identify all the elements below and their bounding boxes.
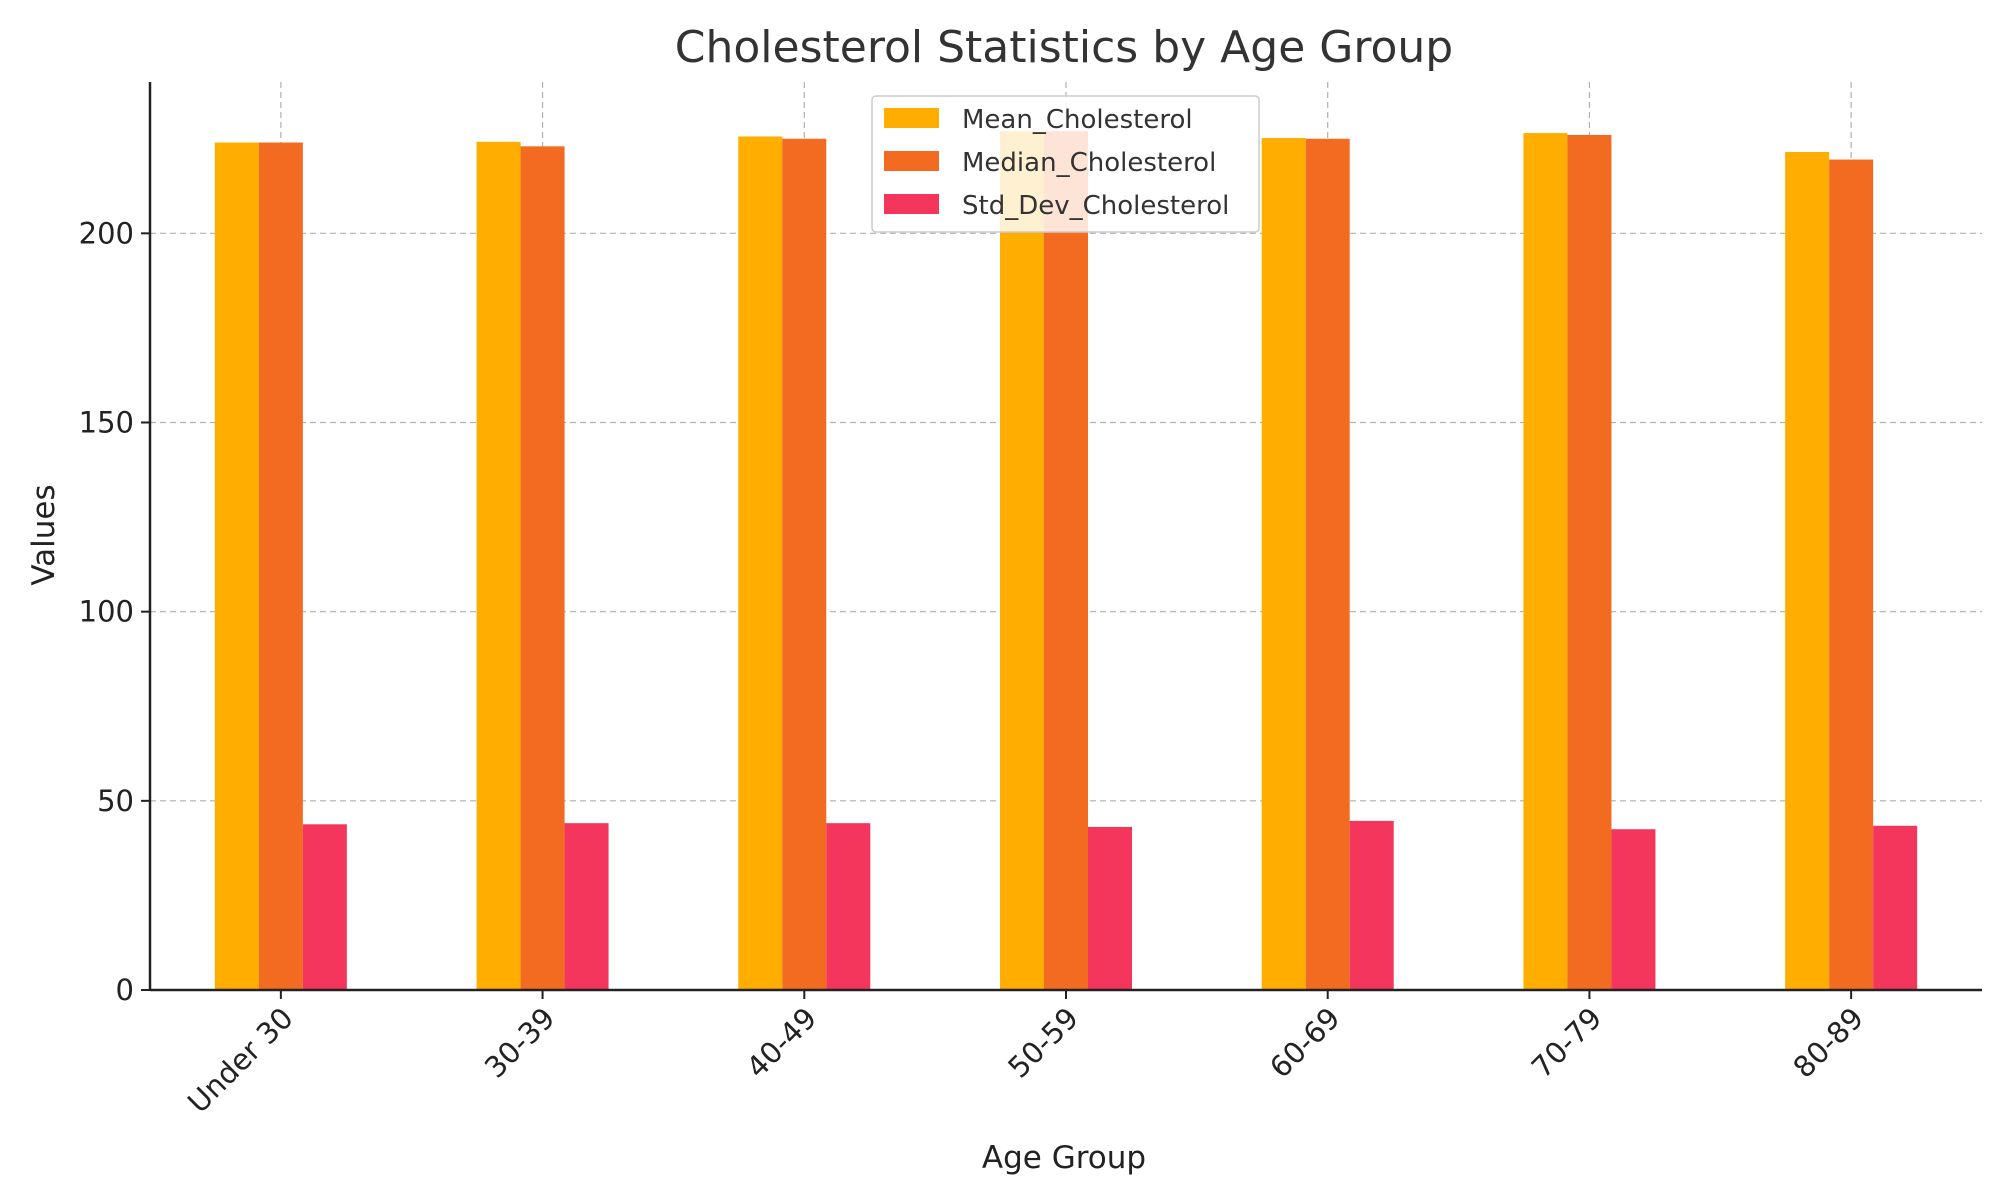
bar-median (258, 142, 303, 991)
bar-std-dev (302, 824, 347, 990)
bar-median (1829, 159, 1874, 990)
y-tick-label: 0 (116, 973, 134, 1007)
legend-label-std-dev: Std_Dev_Cholesterol (962, 191, 1229, 221)
bar-median (782, 138, 827, 990)
y-tick-label: 150 (79, 406, 134, 440)
bar-std-dev (564, 823, 609, 990)
x-tick-label: 30-39 (478, 1001, 562, 1085)
chart-title: Cholesterol Statistics by Age Group (675, 22, 1453, 73)
x-tick-label: 80-89 (1786, 1001, 1870, 1085)
y-axis-label: Values (26, 484, 62, 585)
bar-median (1305, 138, 1350, 990)
x-tick-label: 60-69 (1263, 1001, 1347, 1085)
bar-mean (738, 136, 783, 991)
bar-median (1567, 134, 1612, 990)
bar-mean (1261, 137, 1306, 990)
bar-mean (1785, 151, 1830, 990)
y-tick-label: 50 (97, 784, 134, 818)
legend-swatch-median (884, 151, 939, 171)
bar-mean (1000, 131, 1044, 990)
y-ticks: 0 50 100 150 200 (79, 216, 150, 1007)
x-tick-label: 50-59 (1001, 1001, 1085, 1085)
bar-std-dev (1611, 829, 1656, 990)
legend-label-mean: Mean_Cholesterol (962, 105, 1193, 135)
x-tick-label: Under 30 (181, 1001, 300, 1120)
x-tick-label: 40-49 (740, 1001, 824, 1085)
x-axis-label: Age Group (982, 1140, 1146, 1176)
legend-swatch-mean (884, 108, 939, 128)
bar-std-dev (1873, 825, 1918, 990)
bar-mean (1523, 133, 1568, 990)
x-tick-label: 70-79 (1525, 1001, 1609, 1085)
bar-mean (476, 141, 521, 990)
legend-swatch-std-dev (884, 194, 939, 214)
bar-std-dev (1088, 826, 1132, 990)
bar-std-dev (1349, 820, 1394, 990)
legend: Mean_Cholesterol Median_Cholesterol Std_… (871, 95, 1260, 233)
bars (214, 131, 1918, 991)
bar-median (1044, 131, 1088, 990)
bar-median (520, 146, 565, 991)
legend-label-median: Median_Cholesterol (962, 148, 1216, 178)
bar-mean (214, 142, 259, 991)
bar-std-dev (826, 823, 871, 990)
legend-frame (871, 95, 1260, 233)
x-ticks: Under 30 30-39 40-49 50-59 60-69 70-79 80-89 (181, 990, 1870, 1120)
y-tick-label: 200 (79, 216, 134, 250)
y-tick-label: 100 (79, 595, 134, 629)
